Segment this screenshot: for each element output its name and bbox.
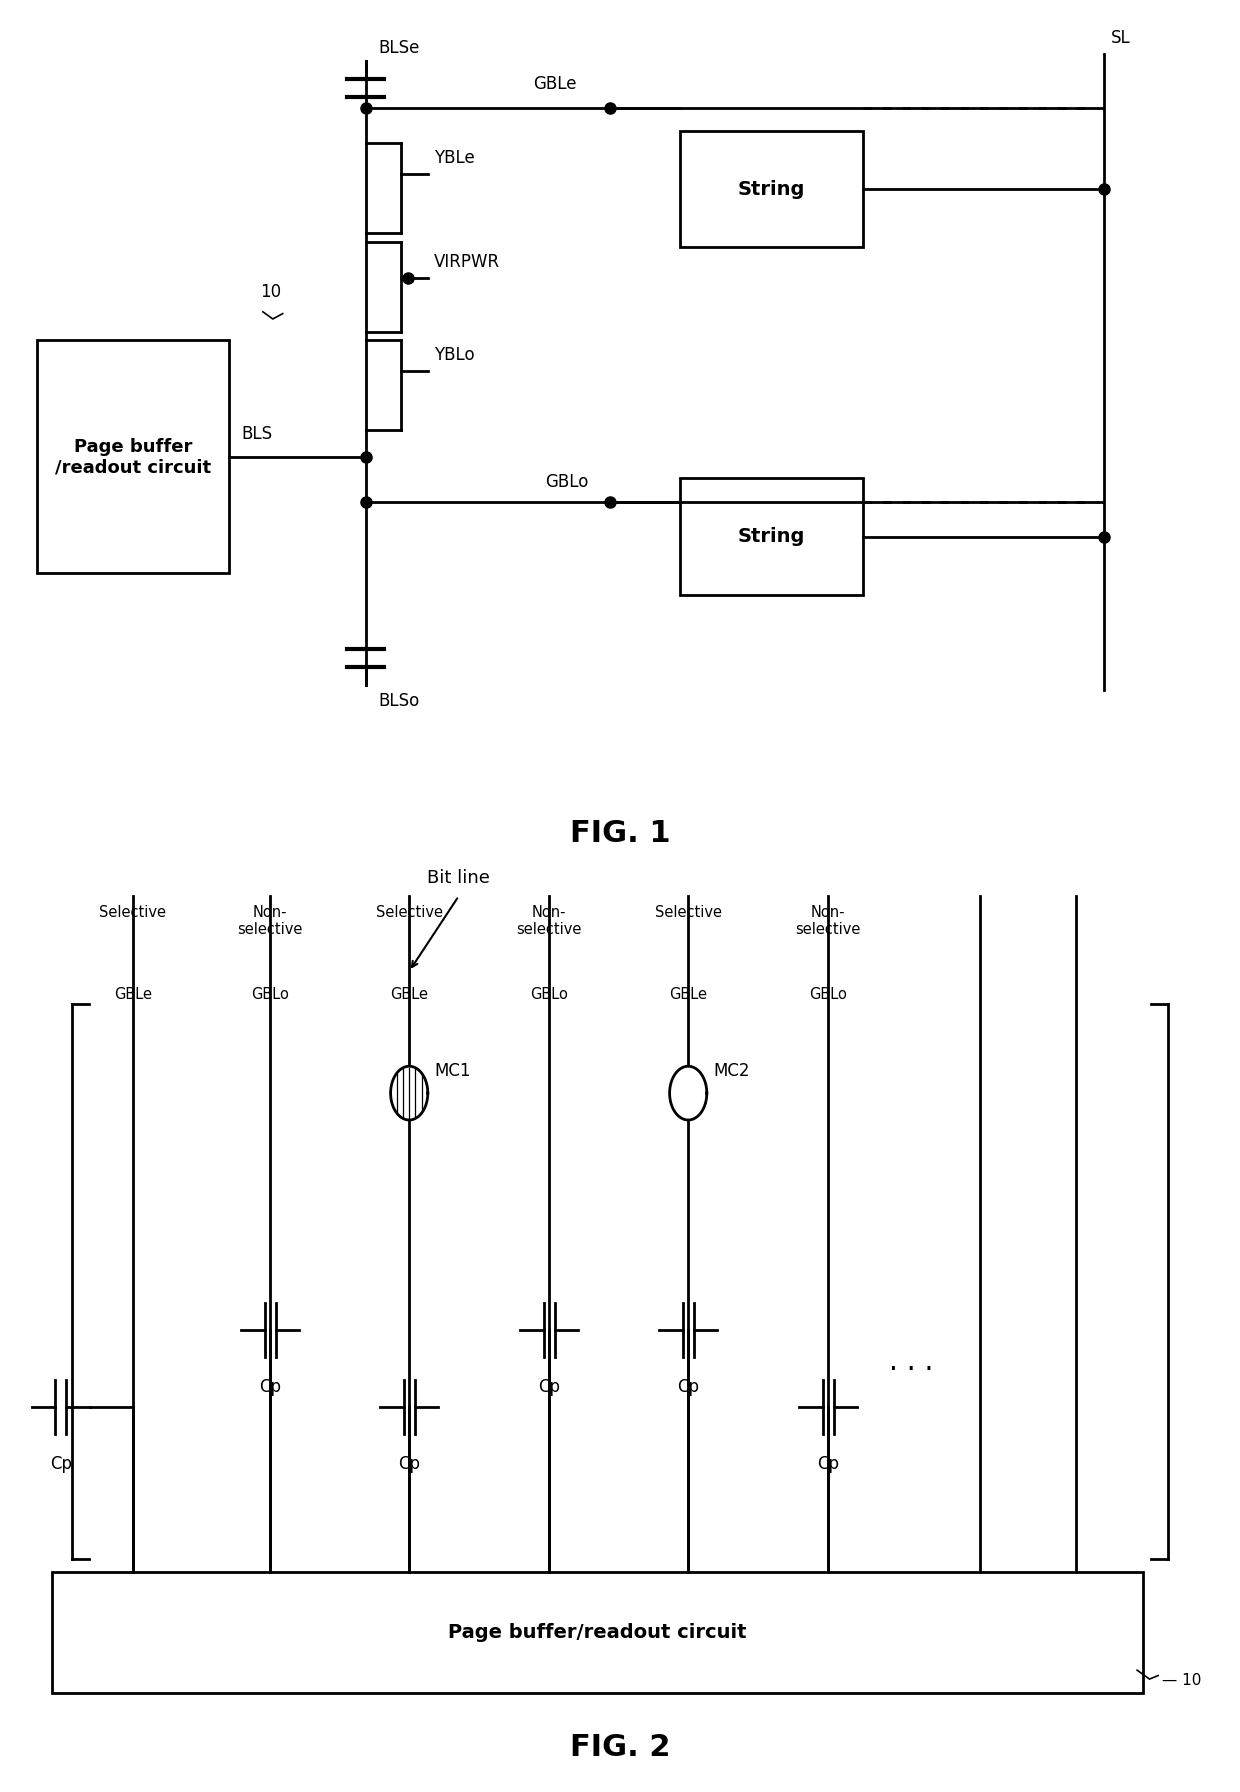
Text: Page buffer/readout circuit: Page buffer/readout circuit	[449, 1624, 746, 1641]
FancyBboxPatch shape	[52, 1572, 1143, 1693]
Text: YBLo: YBLo	[434, 346, 475, 364]
Text: FIG. 2: FIG. 2	[569, 1733, 671, 1762]
Text: . . .: . . .	[889, 1348, 934, 1376]
Text: GBLo: GBLo	[252, 987, 289, 1002]
Text: BLSo: BLSo	[378, 692, 419, 710]
Text: Bit line: Bit line	[428, 869, 490, 887]
FancyBboxPatch shape	[37, 340, 229, 573]
FancyBboxPatch shape	[680, 478, 863, 595]
Text: Cp: Cp	[817, 1455, 839, 1473]
Text: Cp: Cp	[398, 1455, 420, 1473]
Text: FIG. 1: FIG. 1	[569, 819, 671, 848]
Text: Non-
selective: Non- selective	[517, 905, 582, 937]
Text: Non-
selective: Non- selective	[796, 905, 861, 937]
Text: MC1: MC1	[434, 1061, 470, 1079]
Polygon shape	[391, 1066, 428, 1120]
Text: GBLo: GBLo	[810, 987, 847, 1002]
Text: BLS: BLS	[242, 425, 273, 443]
Text: — 10: — 10	[1162, 1674, 1202, 1688]
Text: Cp: Cp	[50, 1455, 72, 1473]
Text: Selective: Selective	[655, 905, 722, 919]
Text: GBLe: GBLe	[114, 987, 151, 1002]
Text: MC2: MC2	[713, 1061, 749, 1079]
Text: Cp: Cp	[677, 1378, 699, 1396]
FancyBboxPatch shape	[680, 131, 863, 247]
Text: GBLe: GBLe	[533, 75, 577, 93]
Text: Page buffer
/readout circuit: Page buffer /readout circuit	[56, 437, 211, 477]
Text: String: String	[738, 179, 805, 199]
Text: GBLo: GBLo	[546, 473, 589, 491]
Polygon shape	[670, 1066, 707, 1120]
Text: GBLe: GBLe	[391, 987, 428, 1002]
Text: 10: 10	[259, 283, 281, 301]
Text: GBLe: GBLe	[670, 987, 707, 1002]
Text: YBLe: YBLe	[434, 149, 475, 167]
Text: Cp: Cp	[259, 1378, 281, 1396]
Text: Selective: Selective	[376, 905, 443, 919]
Text: Cp: Cp	[538, 1378, 560, 1396]
Text: GBLo: GBLo	[531, 987, 568, 1002]
Text: VIRPWR: VIRPWR	[434, 253, 500, 271]
Text: Selective: Selective	[99, 905, 166, 919]
Text: String: String	[738, 527, 805, 547]
Text: Non-
selective: Non- selective	[238, 905, 303, 937]
Text: BLSe: BLSe	[378, 39, 419, 57]
Text: SL: SL	[1111, 29, 1131, 47]
